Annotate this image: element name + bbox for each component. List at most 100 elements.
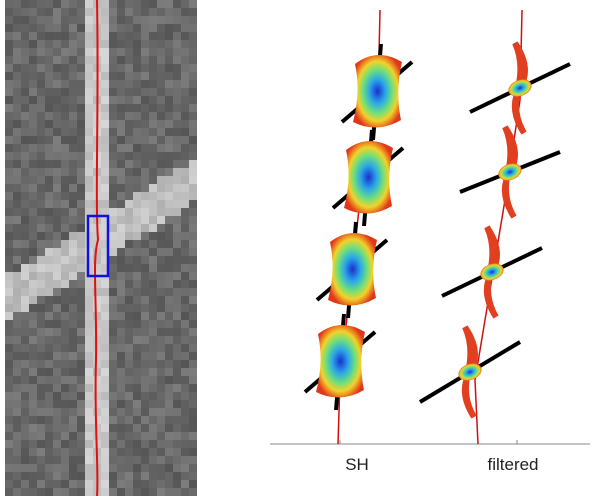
voxel bbox=[149, 296, 157, 304]
voxel bbox=[189, 424, 197, 432]
voxel bbox=[13, 152, 21, 160]
voxel bbox=[69, 248, 77, 256]
voxel bbox=[85, 360, 93, 368]
voxel bbox=[37, 128, 45, 136]
voxel bbox=[93, 312, 101, 320]
voxel bbox=[13, 256, 21, 264]
voxel bbox=[141, 32, 149, 40]
voxel bbox=[61, 280, 69, 288]
voxel bbox=[21, 448, 29, 456]
voxel bbox=[109, 120, 117, 128]
voxel bbox=[45, 144, 53, 152]
voxel bbox=[61, 144, 69, 152]
panel-label: filtered bbox=[487, 455, 538, 474]
voxel bbox=[141, 368, 149, 376]
voxel bbox=[61, 320, 69, 328]
voxel bbox=[117, 352, 125, 360]
voxel bbox=[157, 464, 165, 472]
voxel bbox=[45, 0, 53, 8]
voxel bbox=[77, 320, 85, 328]
voxel bbox=[29, 272, 37, 280]
voxel bbox=[37, 296, 45, 304]
voxel bbox=[157, 56, 165, 64]
voxel bbox=[77, 344, 85, 352]
voxel bbox=[165, 488, 173, 496]
voxel bbox=[117, 32, 125, 40]
voxel bbox=[53, 480, 61, 488]
voxel bbox=[45, 384, 53, 392]
voxel bbox=[157, 216, 165, 224]
voxel bbox=[37, 264, 45, 272]
voxel bbox=[133, 64, 141, 72]
voxel bbox=[125, 336, 133, 344]
voxel bbox=[125, 224, 133, 232]
voxel bbox=[29, 176, 37, 184]
voxel bbox=[117, 56, 125, 64]
voxel bbox=[101, 464, 109, 472]
voxel bbox=[157, 184, 165, 192]
voxel bbox=[125, 440, 133, 448]
voxel bbox=[133, 80, 141, 88]
voxel bbox=[157, 224, 165, 232]
voxel bbox=[141, 216, 149, 224]
voxel bbox=[21, 288, 29, 296]
voxel bbox=[109, 88, 117, 96]
voxel bbox=[125, 256, 133, 264]
voxel bbox=[77, 224, 85, 232]
voxel bbox=[189, 280, 197, 288]
voxel bbox=[85, 184, 93, 192]
voxel bbox=[37, 56, 45, 64]
voxel bbox=[77, 440, 85, 448]
voxel bbox=[77, 8, 85, 16]
voxel bbox=[189, 480, 197, 488]
voxel bbox=[149, 440, 157, 448]
voxel bbox=[165, 344, 173, 352]
voxel bbox=[141, 288, 149, 296]
voxel bbox=[125, 424, 133, 432]
voxel bbox=[29, 376, 37, 384]
voxel bbox=[181, 320, 189, 328]
voxel bbox=[181, 424, 189, 432]
voxel bbox=[13, 240, 21, 248]
voxel bbox=[173, 264, 181, 272]
voxel bbox=[181, 80, 189, 88]
voxel bbox=[141, 312, 149, 320]
voxel bbox=[77, 240, 85, 248]
voxel bbox=[117, 24, 125, 32]
voxel bbox=[53, 136, 61, 144]
voxel bbox=[5, 296, 13, 304]
voxel bbox=[157, 352, 165, 360]
voxel bbox=[29, 128, 37, 136]
voxel bbox=[101, 88, 109, 96]
voxel bbox=[165, 176, 173, 184]
voxel bbox=[5, 424, 13, 432]
voxel bbox=[77, 168, 85, 176]
voxel bbox=[69, 448, 77, 456]
voxel bbox=[125, 296, 133, 304]
voxel bbox=[189, 88, 197, 96]
voxel bbox=[149, 112, 157, 120]
voxel bbox=[5, 120, 13, 128]
voxel bbox=[101, 112, 109, 120]
voxel bbox=[53, 112, 61, 120]
voxel bbox=[101, 392, 109, 400]
voxel bbox=[133, 272, 141, 280]
voxel bbox=[181, 408, 189, 416]
voxel bbox=[21, 0, 29, 8]
voxel bbox=[29, 120, 37, 128]
voxel bbox=[173, 8, 181, 16]
voxel bbox=[117, 360, 125, 368]
voxel bbox=[45, 80, 53, 88]
voxel bbox=[165, 152, 173, 160]
voxel bbox=[101, 336, 109, 344]
voxel bbox=[77, 328, 85, 336]
voxel bbox=[45, 320, 53, 328]
voxel bbox=[13, 208, 21, 216]
voxel bbox=[13, 448, 21, 456]
voxel bbox=[125, 240, 133, 248]
voxel bbox=[77, 40, 85, 48]
voxel bbox=[61, 160, 69, 168]
voxel bbox=[69, 440, 77, 448]
voxel bbox=[37, 200, 45, 208]
voxel bbox=[53, 64, 61, 72]
